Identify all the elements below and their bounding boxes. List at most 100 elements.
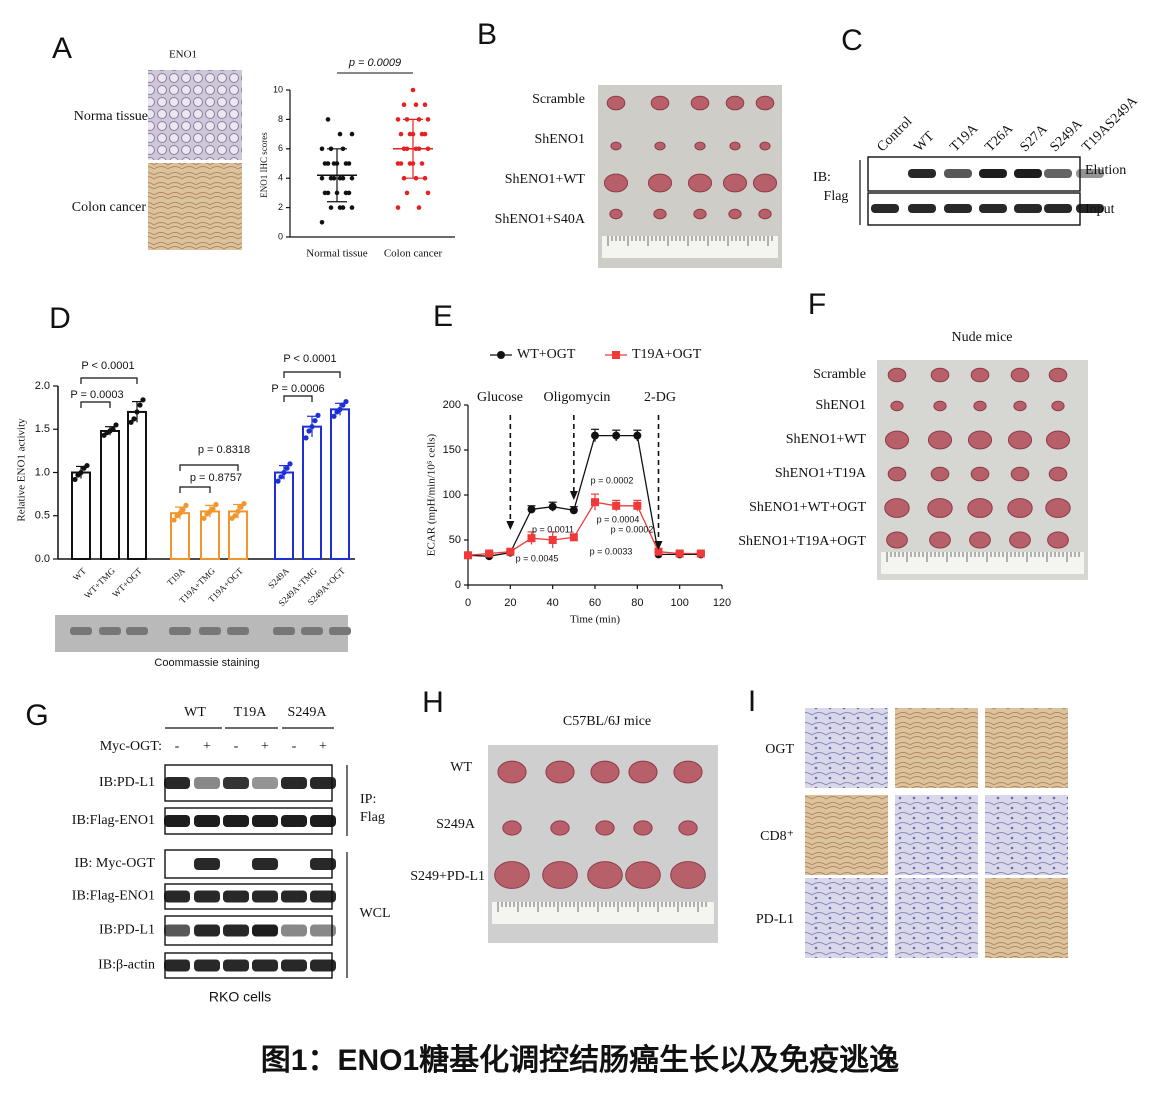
caption: 图1：ENO1糖基化调控结肠癌生长以及免疫逃逸 — [261, 1043, 899, 1077]
p-annotation: p = 0.0004 — [597, 514, 640, 524]
bar — [127, 410, 147, 561]
point — [210, 506, 216, 512]
dot — [343, 190, 349, 196]
gel-band — [169, 627, 191, 635]
tumor — [970, 367, 990, 383]
panel-letter: F — [808, 288, 826, 321]
panel-letter: B — [477, 18, 497, 51]
dot — [322, 190, 328, 196]
dot — [337, 131, 343, 137]
point — [213, 501, 219, 508]
row-label: CD8⁺ — [760, 829, 794, 844]
tumor — [494, 861, 530, 889]
row-label: ShENO1+T19A+OGT — [738, 534, 866, 549]
ihc-image — [805, 878, 888, 958]
panel-letter: E — [433, 300, 453, 333]
dot — [404, 190, 410, 196]
tumor — [887, 367, 907, 383]
tumor — [884, 498, 910, 518]
dot — [398, 131, 404, 137]
ruler — [492, 902, 714, 924]
row-label: PD-L1 — [756, 912, 794, 927]
row-label: ShENO1+WT+OGT — [749, 500, 866, 515]
band — [310, 777, 336, 789]
bar — [274, 471, 294, 560]
dot — [322, 161, 328, 166]
band — [1014, 204, 1042, 213]
point — [131, 416, 137, 422]
point — [281, 469, 287, 476]
dot — [425, 190, 431, 196]
tumor — [887, 466, 907, 482]
band — [281, 890, 307, 903]
marker — [485, 549, 494, 558]
x-tick-label: 100 — [670, 597, 688, 609]
p-annotation: P < 0.0001 — [283, 353, 336, 365]
dot — [407, 131, 413, 137]
blot-label: IB:Flag-ENO1 — [72, 889, 155, 904]
band — [310, 890, 336, 903]
row-label: Scramble — [532, 92, 585, 107]
y-tick-label: 200 — [443, 399, 461, 411]
bar — [100, 429, 120, 561]
point — [180, 507, 186, 513]
row-label: ShENO1+S40A — [495, 212, 586, 227]
x-tick-label: 40 — [547, 597, 559, 609]
y-tick-label: 1.5 — [35, 423, 50, 435]
tumor — [690, 95, 710, 111]
x-tick-label: 60 — [589, 597, 601, 609]
band — [1044, 204, 1072, 213]
dot — [416, 205, 422, 210]
tumor — [678, 820, 698, 836]
tumor — [1010, 466, 1030, 482]
tumor — [1051, 400, 1065, 412]
row-label: S249A — [436, 817, 476, 832]
sign-label: - — [175, 739, 180, 754]
tumor — [587, 861, 623, 889]
bracket — [80, 401, 111, 408]
row-label: Scramble — [813, 367, 866, 382]
row-label: ShENO1+WT — [505, 172, 586, 187]
tumor — [884, 430, 910, 450]
tumor — [625, 861, 661, 889]
band — [281, 959, 307, 972]
band — [194, 815, 220, 827]
band — [164, 959, 190, 972]
panel-title: C57BL/6J mice — [563, 714, 651, 729]
dot — [325, 117, 331, 122]
tumor — [650, 95, 670, 111]
ib-label: IB: — [813, 170, 831, 185]
y-tick-label: 0 — [278, 231, 283, 241]
legend-label: T19A+OGT — [632, 347, 702, 362]
dot — [419, 161, 425, 166]
ruler — [881, 552, 1084, 574]
point — [337, 406, 343, 412]
marker — [464, 551, 472, 560]
dot — [401, 102, 407, 107]
ip-label: IP: — [360, 792, 376, 807]
sign-label: - — [234, 739, 239, 754]
band — [252, 815, 278, 827]
marker — [591, 431, 599, 440]
tumor — [752, 173, 778, 193]
tumor — [1007, 498, 1033, 518]
blot-label: IB:PD-L1 — [99, 775, 155, 790]
gel-band — [227, 627, 249, 635]
marker — [527, 505, 536, 514]
tumor — [969, 531, 991, 549]
dot — [337, 175, 343, 181]
p-annotation: p = 0.0033 — [590, 546, 633, 556]
point — [128, 419, 134, 425]
dot — [422, 102, 428, 107]
legend-marker — [497, 351, 505, 359]
band — [223, 890, 249, 903]
sign-label: + — [319, 739, 327, 754]
tumor — [1010, 367, 1030, 383]
tumor — [1045, 430, 1071, 450]
tumor — [497, 760, 527, 784]
band — [164, 890, 190, 903]
marker — [569, 506, 578, 515]
panel-letter: I — [748, 685, 756, 718]
point — [140, 397, 146, 403]
x-tick-label: Normal tissue — [306, 248, 368, 260]
